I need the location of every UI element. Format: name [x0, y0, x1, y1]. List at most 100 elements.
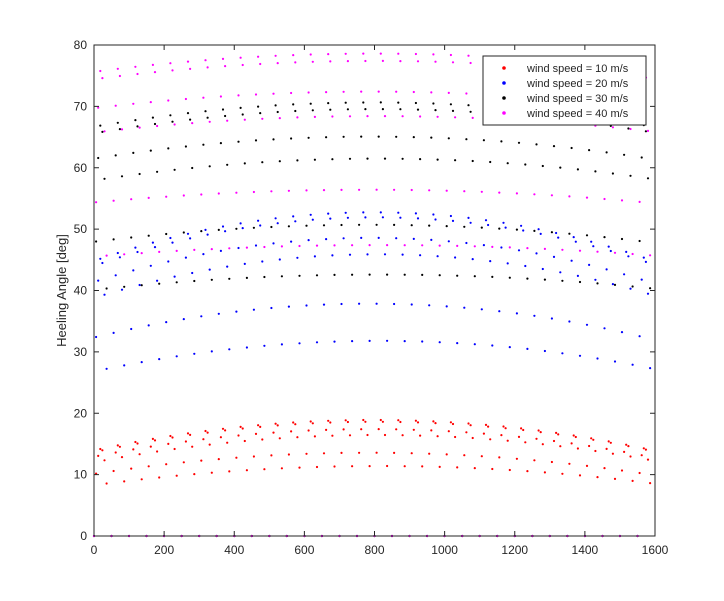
- data-point: [189, 67, 192, 70]
- data-point: [254, 244, 258, 247]
- data-point: [309, 53, 312, 56]
- data-point: [381, 420, 384, 423]
- data-point: [640, 278, 643, 281]
- data-point: [118, 256, 121, 259]
- y-tick-label: 30: [74, 345, 88, 359]
- data-point: [344, 419, 347, 422]
- data-point: [191, 166, 194, 170]
- data-point: [543, 278, 547, 281]
- data-point: [97, 279, 100, 282]
- plot-area: [94, 45, 655, 536]
- data-point: [153, 122, 157, 126]
- data-point: [463, 454, 466, 457]
- data-point: [243, 162, 246, 165]
- data-point: [169, 62, 172, 65]
- data-point: [596, 250, 599, 253]
- data-point: [491, 275, 494, 278]
- data-point: [136, 125, 139, 128]
- data-point: [325, 428, 328, 431]
- data-point: [613, 360, 617, 363]
- data-point: [105, 254, 108, 257]
- data-point: [153, 71, 157, 74]
- data-point: [393, 451, 396, 454]
- data-point: [434, 109, 437, 112]
- data-point: [217, 312, 220, 315]
- data-point: [99, 124, 102, 127]
- data-point: [436, 435, 439, 438]
- data-point: [410, 224, 413, 227]
- data-point: [436, 158, 439, 161]
- data-point: [434, 60, 437, 63]
- data-point: [362, 52, 365, 55]
- data-point: [193, 352, 196, 355]
- data-point: [421, 340, 424, 343]
- data-point: [454, 256, 457, 259]
- data-point: [167, 260, 170, 263]
- data-point: [130, 467, 133, 470]
- data-point: [315, 341, 319, 344]
- data-point: [186, 232, 190, 235]
- data-point: [463, 190, 466, 193]
- data-point: [611, 283, 615, 286]
- data-point: [171, 120, 174, 123]
- data-point: [504, 427, 507, 430]
- data-point: [491, 344, 494, 347]
- data-point: [239, 56, 242, 59]
- data-point: [574, 435, 577, 439]
- data-point: [358, 188, 361, 191]
- data-point: [469, 110, 472, 113]
- data-point: [263, 344, 266, 347]
- data-point: [403, 244, 406, 247]
- data-point: [613, 283, 617, 286]
- data-point: [120, 175, 124, 178]
- data-point: [421, 465, 424, 468]
- data-point: [578, 249, 582, 252]
- data-point: [243, 118, 246, 121]
- data-point: [305, 304, 308, 307]
- data-point: [344, 101, 347, 104]
- data-point: [360, 428, 363, 431]
- data-point: [469, 61, 472, 65]
- data-point: [315, 274, 319, 277]
- data-point: [526, 470, 529, 473]
- data-point: [482, 432, 485, 435]
- data-point: [346, 108, 349, 111]
- x-tick-label: 1400: [572, 543, 599, 557]
- data-point: [362, 211, 365, 214]
- data-point: [226, 119, 229, 122]
- data-point: [465, 241, 468, 245]
- data-point: [550, 460, 554, 464]
- data-point: [165, 195, 168, 198]
- data-point: [375, 451, 378, 454]
- data-point: [397, 211, 400, 214]
- data-point: [254, 93, 258, 96]
- data-point: [498, 456, 501, 459]
- data-point: [537, 429, 540, 432]
- data-point: [416, 217, 420, 220]
- data-point: [322, 224, 326, 227]
- data-point: [263, 275, 266, 279]
- data-point: [278, 437, 281, 440]
- data-point: [379, 52, 382, 55]
- data-point: [169, 236, 172, 240]
- data-point: [379, 418, 382, 422]
- data-point: [508, 346, 511, 349]
- data-point: [257, 55, 260, 58]
- data-point: [631, 285, 634, 288]
- data-point: [290, 240, 293, 243]
- data-point: [202, 143, 205, 146]
- data-point: [383, 157, 387, 160]
- data-point: [237, 434, 240, 437]
- data-point: [449, 421, 452, 424]
- data-point: [524, 441, 527, 444]
- data-point: [572, 434, 575, 437]
- data-point: [105, 367, 108, 370]
- data-point: [243, 262, 246, 265]
- data-point: [290, 137, 293, 140]
- data-point: [543, 471, 547, 474]
- data-point: [290, 430, 293, 433]
- data-point: [298, 274, 301, 277]
- data-point: [609, 441, 612, 444]
- data-point: [254, 432, 258, 435]
